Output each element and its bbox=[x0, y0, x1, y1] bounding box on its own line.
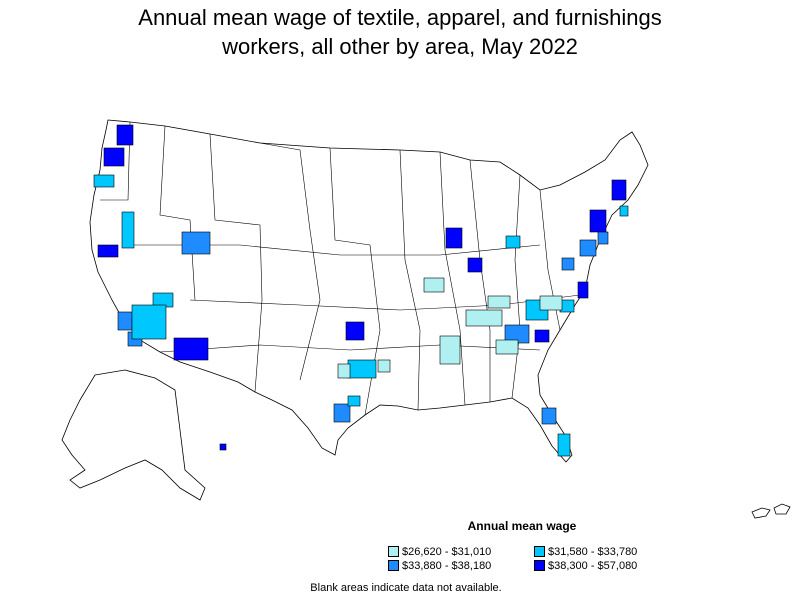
legend-label-1: $26,620 - $31,010 bbox=[402, 546, 492, 558]
area-miami bbox=[557, 433, 571, 457]
area-phoenix bbox=[173, 337, 209, 361]
map-title-line-2: workers, all other by area, May 2022 bbox=[222, 34, 578, 59]
area-texas bbox=[347, 359, 377, 379]
legend-swatch-2 bbox=[534, 546, 545, 557]
area-seattle bbox=[116, 124, 134, 146]
area-tampa bbox=[541, 407, 557, 425]
area-tn-west bbox=[465, 309, 503, 327]
area-houston bbox=[333, 403, 351, 423]
area-utah bbox=[181, 231, 211, 255]
legend-item-3: $33,880 - $38,180 bbox=[388, 560, 491, 573]
legend-swatch-4 bbox=[534, 560, 545, 571]
area-nevada bbox=[121, 211, 135, 249]
area-boston bbox=[611, 179, 627, 201]
area-az-north bbox=[131, 304, 167, 340]
area-mi bbox=[505, 235, 521, 249]
area-tx-east-2 bbox=[377, 359, 391, 373]
area-denver bbox=[345, 321, 365, 341]
area-ky bbox=[487, 295, 511, 309]
legend-swatch-3 bbox=[388, 560, 399, 571]
hawaii-outline bbox=[751, 507, 771, 519]
area-sacramento bbox=[97, 244, 119, 258]
area-nc bbox=[534, 329, 550, 343]
legend-label-4: $38,300 - $57,080 bbox=[548, 560, 638, 572]
area-la-ny bbox=[597, 231, 609, 245]
footnote: Blank areas indicate data not available. bbox=[310, 582, 502, 594]
area-la bbox=[117, 311, 133, 331]
area-portland bbox=[103, 147, 125, 167]
area-chicago bbox=[445, 227, 463, 249]
legend-label-3: $33,880 - $38,180 bbox=[402, 560, 492, 572]
area-al bbox=[495, 339, 519, 355]
legend-item-4: $38,300 - $57,080 bbox=[534, 560, 637, 573]
area-pittsburgh bbox=[561, 257, 575, 271]
legend-title: Annual mean wage bbox=[467, 519, 577, 533]
legend-item-1: $26,620 - $31,010 bbox=[388, 546, 491, 559]
area-philly bbox=[579, 239, 597, 257]
area-tx-east bbox=[337, 363, 351, 379]
legend-swatch-1 bbox=[388, 546, 399, 557]
area-new-england bbox=[619, 205, 629, 217]
wage-areas bbox=[93, 124, 629, 457]
state-outlines bbox=[61, 119, 791, 519]
area-hawaii-honolulu bbox=[219, 443, 227, 451]
map-title-line-1: Annual mean wage of textile, apparel, an… bbox=[138, 5, 662, 30]
area-dc bbox=[577, 281, 589, 299]
internal-boundaries bbox=[100, 121, 581, 416]
area-sa bbox=[347, 395, 361, 407]
area-mo bbox=[423, 277, 445, 293]
area-ms bbox=[439, 335, 461, 365]
legend-item-2: $31,580 - $33,780 bbox=[534, 546, 637, 559]
area-newyork bbox=[589, 209, 607, 233]
area-nc-west bbox=[539, 295, 563, 311]
area-indiana bbox=[467, 257, 483, 273]
map-title: Annual mean wage of textile, apparel, an… bbox=[0, 3, 800, 61]
area-oregon-coast bbox=[93, 174, 115, 188]
legend-label-2: $31,580 - $33,780 bbox=[548, 546, 638, 558]
hawaii-outline-2 bbox=[773, 503, 791, 515]
alaska-outline bbox=[61, 369, 206, 501]
